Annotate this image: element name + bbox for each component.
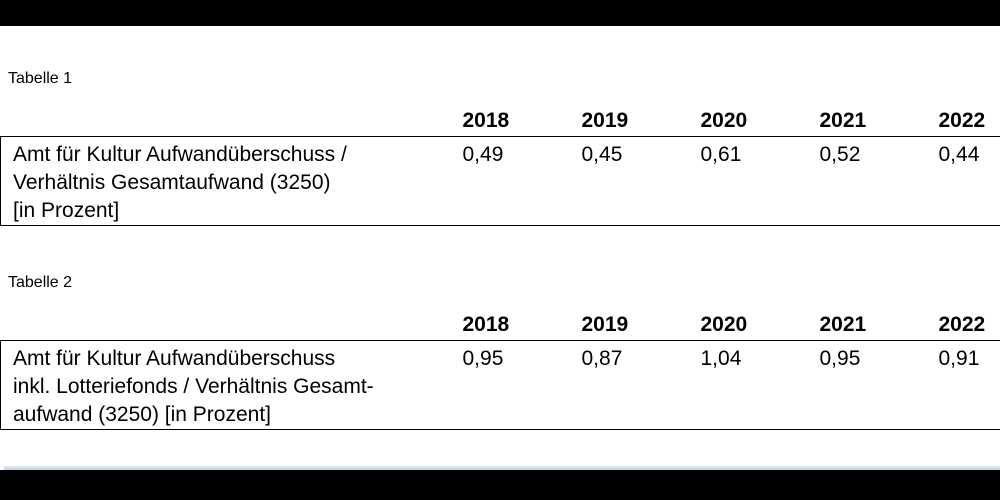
year-header: 2022 <box>938 310 1000 341</box>
table-1-caption: Tabelle 1 <box>8 70 73 87</box>
year-header: 2018 <box>462 106 582 137</box>
row-label: Amt für Kultur Aufwandüberschuss / Verhä… <box>0 136 463 226</box>
value-cell: 0,52 <box>819 136 939 226</box>
year-header: 2019 <box>581 310 701 341</box>
top-black-bar <box>0 0 1000 26</box>
bottom-black-bar <box>0 470 1000 500</box>
value-cell: 1,04 <box>700 340 820 430</box>
value-cell: 0,91 <box>938 340 1000 430</box>
row-label-line: Amt für Kultur Aufwandüberschuss <box>13 347 336 370</box>
year-header: 2021 <box>819 106 939 137</box>
value-cell: 0,44 <box>938 136 1000 226</box>
label-column-header <box>0 106 463 137</box>
table-2: 2018 2019 2020 2021 2022 Amt für Kultur … <box>0 310 1000 430</box>
row-label: Amt für Kultur Aufwandüberschuss inkl. L… <box>0 340 463 430</box>
value-cell: 0,61 <box>700 136 820 226</box>
year-header: 2020 <box>700 106 820 137</box>
table-row: Amt für Kultur Aufwandüberschuss / Verhä… <box>0 136 1000 226</box>
row-label-line: aufwand (3250) [in Prozent] <box>13 403 271 426</box>
value-cell: 0,95 <box>462 340 582 430</box>
table-1-header-row: 2018 2019 2020 2021 2022 <box>0 106 1000 137</box>
row-label-line: inkl. Lotteriefonds / Verhältnis Gesamt- <box>13 375 374 398</box>
value-cell: 0,49 <box>462 136 582 226</box>
table-row: Amt für Kultur Aufwandüberschuss inkl. L… <box>0 340 1000 430</box>
value-cell: 0,87 <box>581 340 701 430</box>
table-2-caption: Tabelle 2 <box>8 274 73 291</box>
year-header: 2018 <box>462 310 582 341</box>
year-header: 2021 <box>819 310 939 341</box>
year-header: 2019 <box>581 106 701 137</box>
table-1: 2018 2019 2020 2021 2022 Amt für Kultur … <box>0 106 1000 226</box>
year-header: 2020 <box>700 310 820 341</box>
table-2-header-row: 2018 2019 2020 2021 2022 <box>0 310 1000 341</box>
row-label-line: Amt für Kultur Aufwandüberschuss / <box>13 143 347 166</box>
label-column-header <box>0 310 463 341</box>
year-header: 2022 <box>938 106 1000 137</box>
row-label-line: Verhältnis Gesamtaufwand (3250) <box>13 171 331 194</box>
row-label-line: [in Prozent] <box>13 199 120 222</box>
value-cell: 0,95 <box>819 340 939 430</box>
value-cell: 0,45 <box>581 136 701 226</box>
